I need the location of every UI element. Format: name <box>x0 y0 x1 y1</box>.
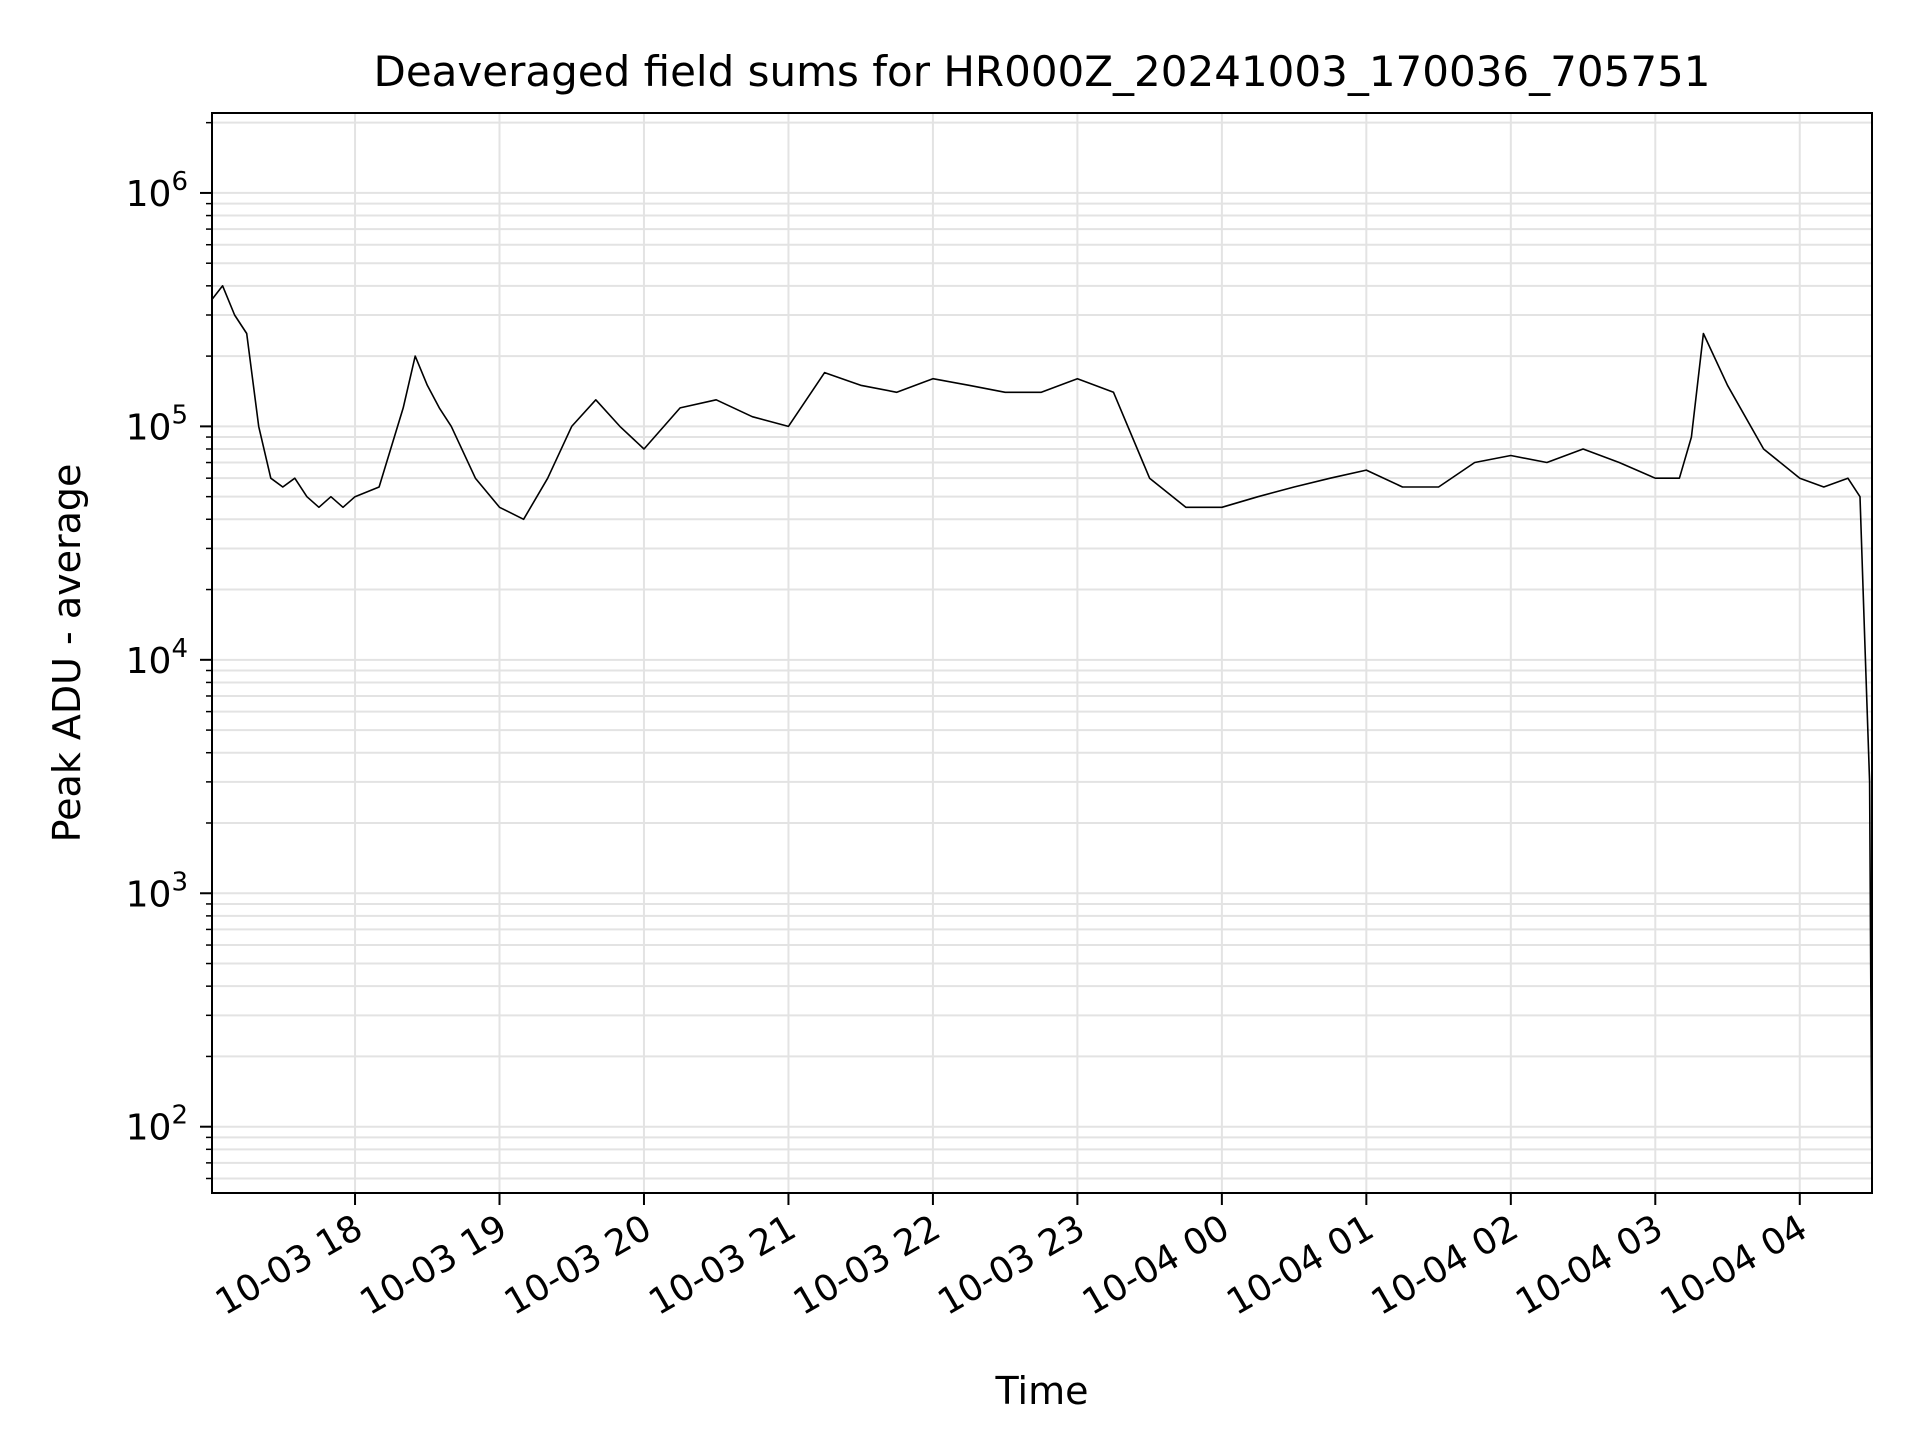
x-tick-label: 10-03 21 <box>642 1207 803 1323</box>
x-tick-label: 10-03 22 <box>787 1207 948 1323</box>
gridlines <box>212 113 1872 1193</box>
x-tick-label: 10-03 23 <box>931 1207 1092 1323</box>
plot-area-frame <box>211 112 1873 1194</box>
chart-title: Deaveraged field sums for HR000Z_2024100… <box>374 47 1711 96</box>
y-tick-label: 105 <box>126 400 188 448</box>
x-tick-label: 10-04 00 <box>1076 1207 1237 1323</box>
y-tick-label: 104 <box>126 634 188 682</box>
x-tick-label: 10-04 01 <box>1220 1207 1381 1323</box>
x-tick-label: 10-03 20 <box>498 1207 659 1323</box>
x-axis-label: Time <box>995 1369 1089 1413</box>
x-tick-label: 10-04 03 <box>1509 1207 1670 1323</box>
x-tick-label: 10-04 04 <box>1654 1207 1815 1323</box>
data-series <box>212 285 1872 1188</box>
y-tick-label: 102 <box>126 1101 188 1149</box>
y-axis-ticks: 102 103 104 105 106 <box>126 121 212 1180</box>
y-tick-label: 106 <box>126 167 188 215</box>
series-line <box>212 285 1872 1188</box>
x-tick-label: 10-04 02 <box>1365 1207 1526 1323</box>
x-tick-label: 10-03 19 <box>353 1207 514 1323</box>
y-tick-label: 103 <box>126 867 188 915</box>
x-tick-label: 10-03 18 <box>209 1207 370 1323</box>
y-axis-label: Peak ADU - average <box>45 464 89 843</box>
